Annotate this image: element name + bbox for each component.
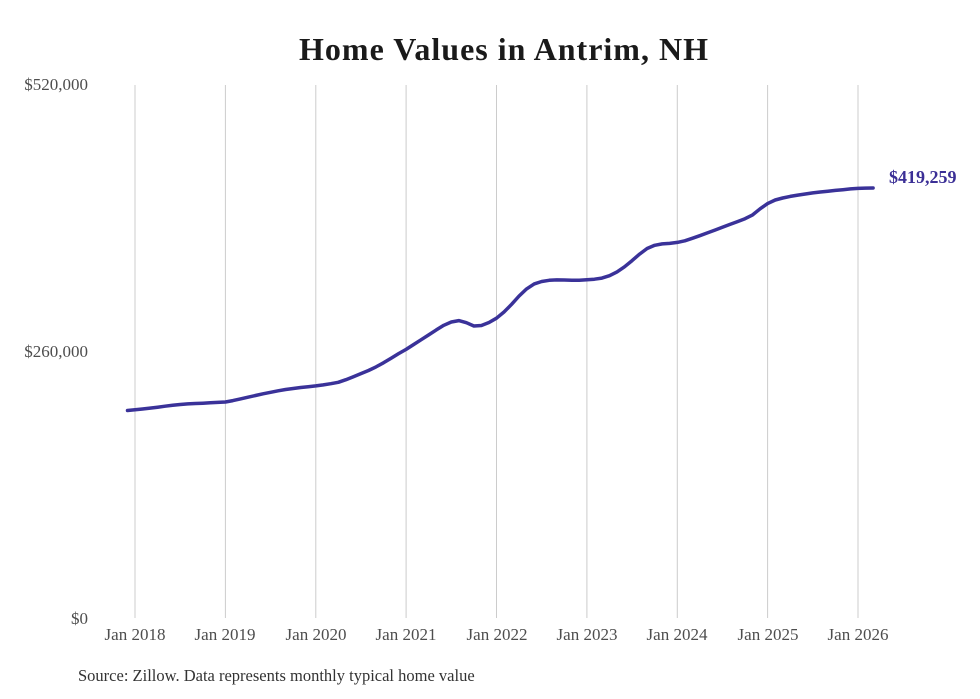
chart-title: Home Values in Antrim, NH <box>299 31 709 67</box>
x-tick-label-2022: Jan 2022 <box>466 625 528 644</box>
x-tick-label-2023: Jan 2023 <box>556 625 618 644</box>
x-tick-label-2025: Jan 2025 <box>737 625 799 644</box>
latest-value-label: $419,259 <box>889 167 957 187</box>
x-tick-label-2019: Jan 2019 <box>194 625 256 644</box>
x-tick-label-2018: Jan 2018 <box>104 625 166 644</box>
x-tick-label-2020: Jan 2020 <box>285 625 347 644</box>
x-tick-label-2026: Jan 2026 <box>827 625 889 644</box>
x-tick-label-2021: Jan 2021 <box>375 625 437 644</box>
y-tick-label-0: $0 <box>71 609 88 628</box>
source-note: Source: Zillow. Data represents monthly … <box>78 666 475 685</box>
home-value-line <box>125 186 875 413</box>
y-tick-label-520000: $520,000 <box>24 75 88 94</box>
y-tick-label-260000: $260,000 <box>24 342 88 361</box>
x-tick-label-2024: Jan 2024 <box>646 625 708 644</box>
